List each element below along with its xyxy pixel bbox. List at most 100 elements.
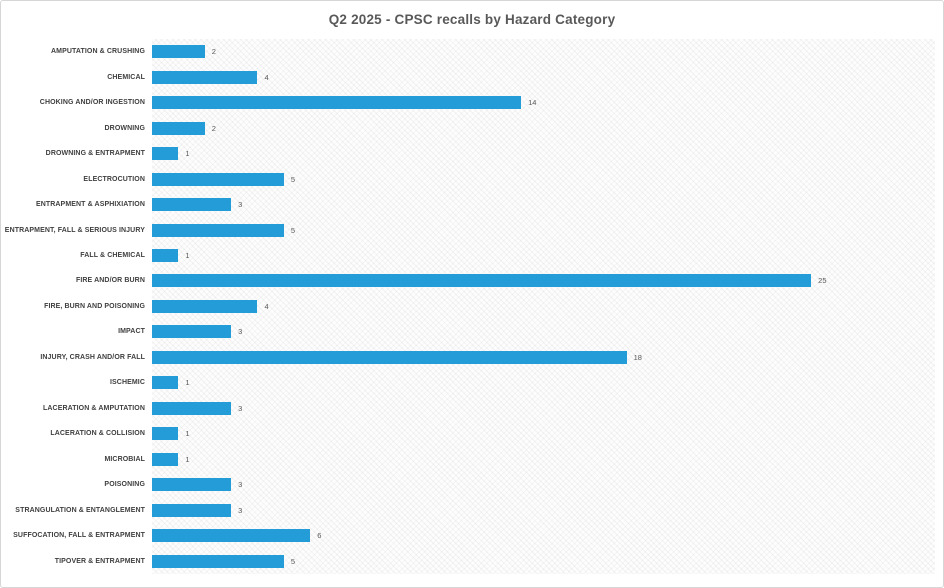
chart-row: STRANGULATION & ENTANGLEMENT 3 (1, 497, 943, 522)
bar (152, 274, 812, 288)
chart-row: FIRE, BURN AND POISONING 4 (1, 294, 943, 319)
category-label: FALL & CHEMICAL (80, 251, 145, 259)
chart-row: ISCHEMIC 1 (1, 370, 943, 395)
value-label: 4 (264, 72, 269, 82)
bar (152, 248, 179, 262)
value-label: 5 (290, 556, 295, 566)
bar (152, 121, 205, 135)
bar-area: 4 (152, 64, 943, 89)
category-label: ELECTROCUTION (83, 175, 145, 183)
bar-area: 3 (152, 319, 943, 344)
value-label: 2 (211, 123, 216, 133)
value-label: 1 (185, 149, 190, 159)
value-label: 2 (211, 47, 216, 57)
chart-row: CHEMICAL 4 (1, 64, 943, 89)
bar (152, 350, 627, 364)
category-label: POISONING (104, 481, 145, 489)
value-label: 3 (238, 403, 243, 413)
category-label: SUFFOCATION, FALL & ENTRAPMENT (13, 532, 145, 540)
bar (152, 147, 179, 161)
chart-row: ENTRAPMENT, FALL & SERIOUS INJURY 5 (1, 217, 943, 242)
bar-area: 2 (152, 39, 943, 64)
bar (152, 452, 179, 466)
bar (152, 427, 179, 441)
chart-row: DROWNING 2 (1, 115, 943, 140)
category-label: MICROBIAL (104, 455, 145, 463)
bar (152, 198, 232, 212)
value-label: 1 (185, 250, 190, 260)
value-label: 1 (185, 429, 190, 439)
value-label: 3 (238, 480, 243, 490)
bar-area: 3 (152, 396, 943, 421)
category-label: AMPUTATION & CRUSHING (50, 48, 145, 56)
chart-row: IMPACT 3 (1, 319, 943, 344)
chart-row: LACERATION & AMPUTATION 3 (1, 396, 943, 421)
category-label: DROWNING & ENTRAPMENT (45, 150, 145, 158)
value-label: 1 (185, 454, 190, 464)
bar (152, 503, 232, 517)
category-label: FIRE AND/OR BURN (75, 277, 145, 285)
chart-row: ELECTROCUTION 5 (1, 166, 943, 191)
bar-area: 18 (152, 345, 943, 370)
bar (152, 45, 205, 59)
chart-row: FIRE AND/OR BURN 25 (1, 268, 943, 293)
category-label: FIRE, BURN AND POISONING (44, 302, 145, 310)
value-label: 1 (185, 378, 190, 388)
bar (152, 70, 258, 84)
bar-area: 1 (152, 370, 943, 395)
bar-area: 3 (152, 497, 943, 522)
value-label: 3 (238, 327, 243, 337)
bar-area: 4 (152, 294, 943, 319)
bar-area: 14 (152, 90, 943, 115)
chart-row: POISONING 3 (1, 472, 943, 497)
category-label: TIPOVER & ENTRAPMENT (54, 557, 145, 565)
chart-row: CHOKING AND/OR INGESTION 14 (1, 90, 943, 115)
category-label: ISCHEMIC (109, 379, 145, 387)
chart-row: TIPOVER & ENTRAPMENT 5 (1, 548, 943, 573)
bar-area: 1 (152, 447, 943, 472)
bar (152, 401, 232, 415)
chart-row: DROWNING & ENTRAPMENT 1 (1, 141, 943, 166)
chart-row: AMPUTATION & CRUSHING 2 (1, 39, 943, 64)
plot-background (152, 39, 935, 574)
chart-row: ENTRAPMENT & ASPHIXIATION 3 (1, 192, 943, 217)
value-label: 6 (317, 531, 322, 541)
bar-area: 3 (152, 192, 943, 217)
category-label: CHEMICAL (107, 73, 145, 81)
chart-row: MICROBIAL 1 (1, 447, 943, 472)
bar (152, 325, 232, 339)
value-label: 3 (238, 200, 243, 210)
category-label: STRANGULATION & ENTANGLEMENT (15, 506, 145, 514)
category-label: INJURY, CRASH AND/OR FALL (40, 353, 145, 361)
bar-area: 6 (152, 523, 943, 548)
category-label: DROWNING (104, 124, 145, 132)
bar (152, 478, 232, 492)
category-label: LACERATION & AMPUTATION (43, 404, 145, 412)
bar (152, 376, 179, 390)
category-label: CHOKING AND/OR INGESTION (39, 99, 145, 107)
category-label: IMPACT (118, 328, 145, 336)
chart-title: Q2 2025 - CPSC recalls by Hazard Categor… (328, 12, 616, 27)
category-label: ENTRAPMENT, FALL & SERIOUS INJURY (4, 226, 145, 234)
value-label: 14 (528, 98, 537, 108)
bar (152, 172, 284, 186)
bar-area: 3 (152, 472, 943, 497)
chart-row: LACERATION & COLLISION 1 (1, 421, 943, 446)
value-label: 25 (818, 276, 827, 286)
chart-row: FALL & CHEMICAL 1 (1, 243, 943, 268)
category-label: ENTRAPMENT & ASPHIXIATION (35, 201, 145, 209)
bar-area: 2 (152, 115, 943, 140)
category-label: LACERATION & COLLISION (50, 430, 145, 438)
plot-area: AMPUTATION & CRUSHING 2 CHEMICAL 4 CHOKI… (1, 39, 943, 574)
bar-area: 5 (152, 217, 943, 242)
value-label: 3 (238, 505, 243, 515)
bar (152, 96, 522, 110)
value-label: 5 (290, 174, 295, 184)
bar-area: 5 (152, 166, 943, 191)
value-label: 5 (290, 225, 295, 235)
bar-area: 25 (152, 268, 943, 293)
bar (152, 554, 284, 568)
chart-row: INJURY, CRASH AND/OR FALL 18 (1, 345, 943, 370)
bar (152, 529, 311, 543)
